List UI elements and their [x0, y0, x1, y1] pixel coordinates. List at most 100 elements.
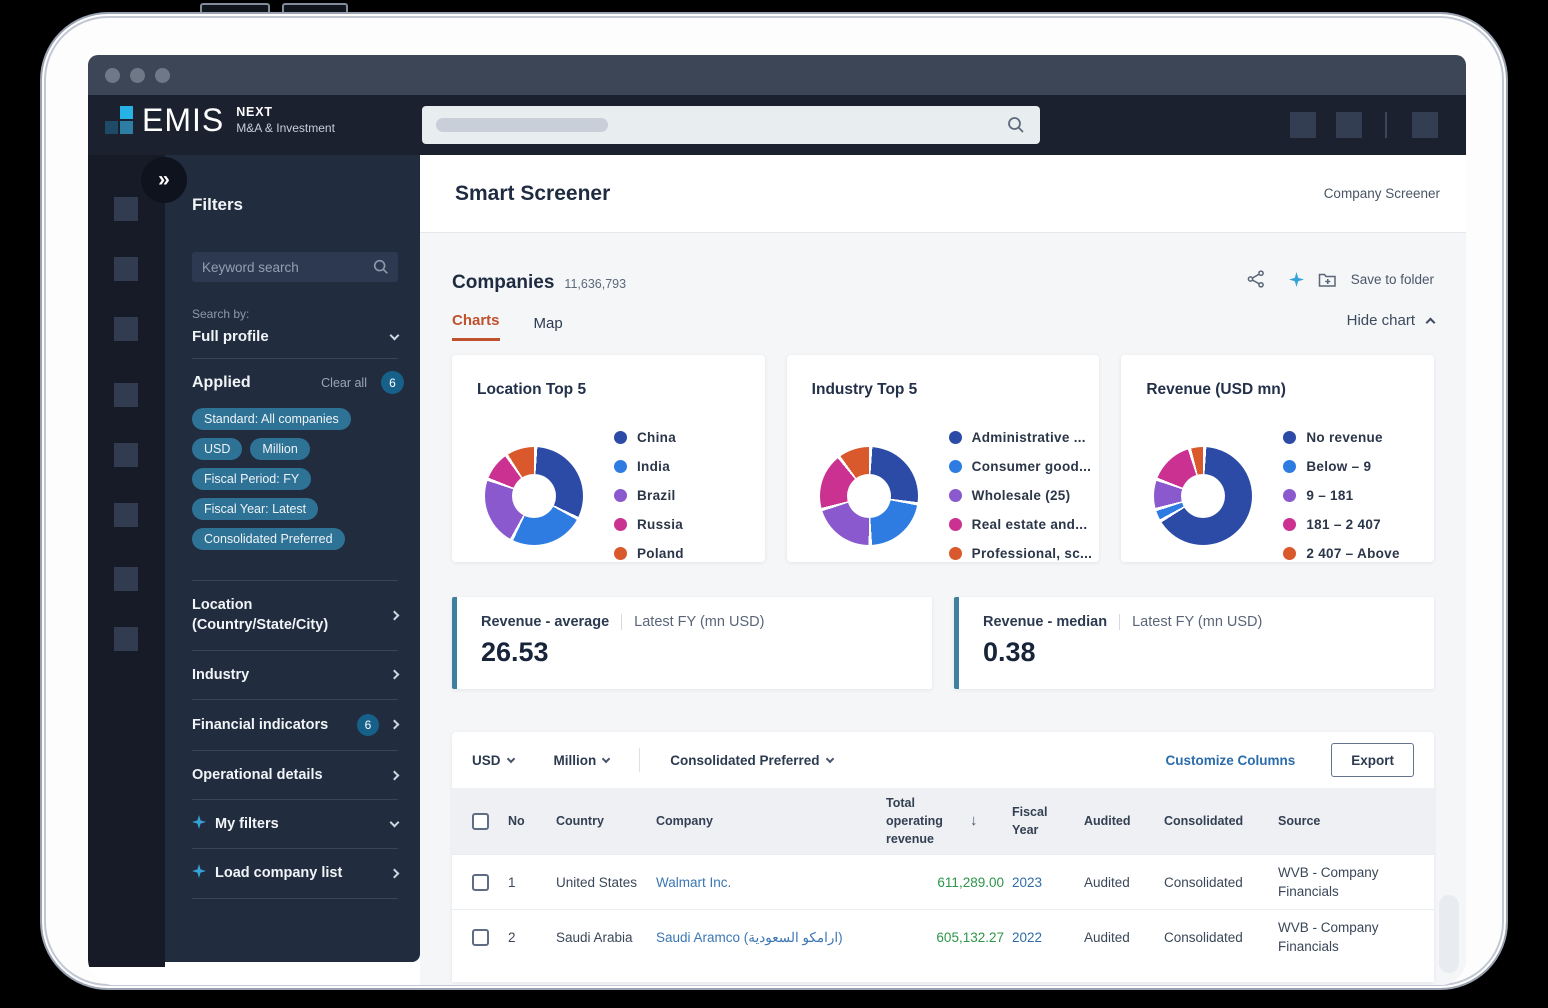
chart-card-location: Location Top 5 China India Brazil Russia Pol… — [452, 355, 765, 562]
nav-placeholder-icon[interactable] — [114, 443, 138, 467]
country-cell: Saudi Arabia — [556, 929, 633, 945]
save-to-folder-button[interactable]: Save to folder — [1350, 271, 1434, 287]
legend-item: Consumer good... — [948, 452, 1093, 481]
clear-all-button[interactable]: Clear all — [321, 375, 367, 390]
column-header-source[interactable]: Source — [1278, 814, 1321, 829]
header-icon-placeholder[interactable] — [1336, 112, 1362, 138]
chevron-right-icon — [389, 770, 400, 780]
companies-count: 11,636,793 — [564, 277, 627, 291]
row-checkbox[interactable] — [472, 873, 489, 891]
row-checkbox[interactable] — [472, 928, 489, 946]
sidebar-section-load-company-list[interactable]: Load company list — [192, 849, 400, 899]
header-icon-placeholder[interactable] — [1290, 112, 1316, 138]
legend-dot — [948, 460, 962, 473]
column-header-no[interactable]: No — [508, 814, 525, 829]
legend-dot — [1283, 460, 1297, 473]
source-cell: WVB - Company Financials — [1278, 864, 1379, 900]
filter-chip[interactable]: Fiscal Year: Latest — [192, 498, 319, 520]
hide-chart-toggle[interactable]: Hide chart — [1346, 312, 1436, 341]
sort-desc-icon[interactable]: ↓ — [970, 812, 978, 830]
legend-item: 9 – 181 — [1283, 481, 1399, 510]
legend-dot — [614, 547, 627, 560]
company-link[interactable]: Walmart Inc. — [656, 874, 732, 890]
legend-item: India — [614, 452, 684, 481]
nav-placeholder-icon[interactable] — [114, 503, 138, 527]
legend-item: Below – 9 — [1283, 452, 1399, 481]
filter-chip[interactable]: Standard: All companies — [192, 408, 351, 430]
filters-title: Filters — [192, 195, 244, 214]
fiscal-year-cell[interactable]: 2023 — [1012, 874, 1043, 890]
customize-columns-button[interactable]: Customize Columns — [1165, 752, 1296, 768]
legend-dot — [1283, 547, 1297, 560]
browser-window: EMIS NEXT M&A & Investment — [88, 55, 1466, 985]
column-header-total-operating-revenue[interactable]: Total operating revenue ↓ — [886, 794, 1012, 848]
sidebar-section-industry[interactable]: Industry — [192, 651, 400, 700]
filter-chip[interactable]: USD — [192, 438, 243, 460]
section-label: My filters — [215, 816, 279, 833]
column-header-consolidated[interactable]: Consolidated — [1164, 814, 1244, 829]
tab-charts[interactable]: Charts — [452, 312, 500, 341]
nav-placeholder-icon[interactable] — [114, 257, 138, 281]
select-all-checkbox[interactable] — [472, 812, 489, 830]
fiscal-year-cell[interactable]: 2022 — [1012, 929, 1043, 945]
header-icon-placeholder[interactable] — [1412, 112, 1438, 138]
applied-count-badge: 6 — [381, 371, 404, 394]
column-header-audited[interactable]: Audited — [1084, 814, 1131, 829]
company-screener-link[interactable]: Company Screener — [1323, 186, 1440, 201]
donut-chart — [1154, 446, 1253, 545]
keyword-search-field[interactable] — [192, 252, 398, 282]
legend-label: Poland — [637, 546, 684, 561]
hide-chart-label: Hide chart — [1346, 312, 1415, 329]
company-link[interactable]: Saudi Aramco (ارامكو السعودية) — [656, 929, 843, 945]
tab-map[interactable]: Map — [533, 315, 563, 332]
save-folder-icon[interactable] — [1318, 271, 1337, 288]
column-header-fiscal-year[interactable]: Fiscal Year — [1012, 805, 1048, 838]
currency-select[interactable]: USD — [472, 753, 515, 768]
filter-chip[interactable]: Fiscal Period: FY — [192, 468, 312, 490]
applied-chips: Standard: All companies USD Million Fiscal … — [192, 408, 406, 550]
legend-label: Administrative ... — [971, 430, 1086, 445]
sidebar-section-my-filters[interactable]: My filters — [192, 800, 400, 850]
nav-placeholder-icon[interactable] — [114, 197, 138, 221]
nav-placeholder-icon[interactable] — [114, 317, 138, 341]
consolidated-cell: Consolidated — [1164, 929, 1243, 945]
companies-title: Companies — [452, 272, 555, 293]
column-header-company[interactable]: Company — [656, 814, 713, 829]
scrollbar-thumb[interactable] — [1439, 895, 1459, 973]
chart-legend: Administrative ... Consumer good... Wholes… — [948, 423, 1093, 568]
legend-item: Russia — [614, 510, 684, 539]
sidebar-section-operational-details[interactable]: Operational details — [192, 751, 400, 801]
chevron-down-icon — [389, 817, 400, 828]
global-search-bar[interactable] — [422, 106, 1040, 144]
sidebar-section-financial-indicators[interactable]: Financial indicators 6 — [192, 700, 400, 751]
product-tagline: M&A & Investment — [236, 121, 335, 135]
divider — [192, 358, 398, 359]
collapse-sidebar-button[interactable]: » — [141, 157, 187, 203]
stat-card-revenue-average: Revenue - average Latest FY (mn USD) 26.… — [452, 597, 932, 689]
keyword-search-input[interactable] — [192, 252, 398, 282]
export-button[interactable]: Export — [1331, 743, 1414, 777]
chart-title: Industry Top 5 — [811, 381, 918, 398]
filter-chip[interactable]: Million — [250, 438, 310, 460]
global-search-input[interactable] — [422, 106, 1040, 144]
share-icon[interactable] — [1247, 270, 1265, 288]
divider — [1119, 614, 1121, 630]
brand-name: EMIS — [142, 102, 225, 138]
unit-select[interactable]: Million — [554, 753, 611, 768]
chart-title: Location Top 5 — [477, 381, 587, 398]
nav-placeholder-icon[interactable] — [114, 383, 138, 407]
nav-placeholder-icon[interactable] — [114, 567, 138, 591]
search-by-select[interactable]: Full profile — [192, 328, 400, 345]
legend-label: Brazil — [637, 488, 676, 503]
filter-chip[interactable]: Consolidated Preferred — [192, 528, 345, 550]
nav-placeholder-icon[interactable] — [114, 627, 138, 651]
column-header-country[interactable]: Country — [556, 814, 604, 829]
legend-item: Poland — [614, 539, 684, 568]
section-label: Industry — [192, 666, 250, 683]
statement-select[interactable]: Consolidated Preferred — [670, 753, 834, 768]
chevron-up-icon — [1425, 317, 1436, 328]
legend-dot — [948, 518, 962, 531]
sidebar-section-location-country-state-city[interactable]: Location (Country/State/City) — [192, 580, 400, 651]
legend-label: Wholesale (25) — [971, 488, 1071, 503]
legend-item: Wholesale (25) — [948, 481, 1093, 510]
